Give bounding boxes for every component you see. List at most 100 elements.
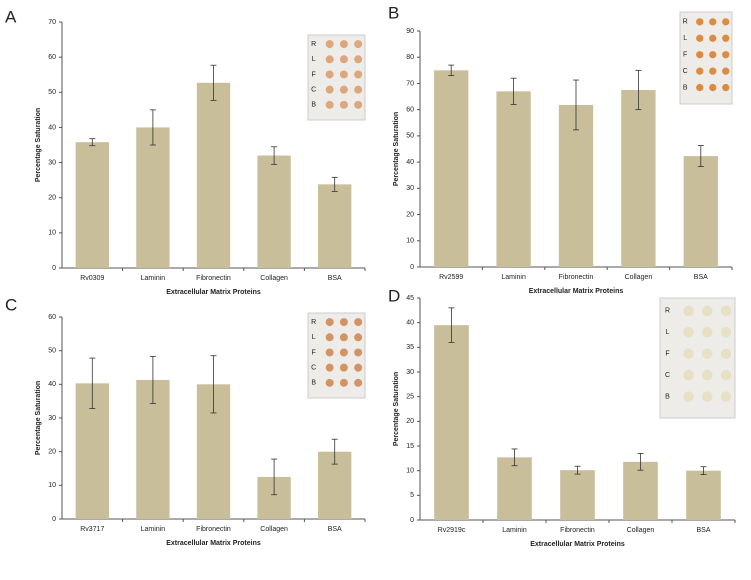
y-tick-label: 0 (410, 264, 414, 271)
bar (136, 127, 170, 268)
x-tick-label: BSA (328, 526, 342, 533)
inset-dot (696, 51, 704, 59)
x-tick-label: Collagen (260, 275, 288, 282)
inset-dot (683, 391, 694, 402)
y-tick-label: 10 (406, 468, 414, 475)
inset-dot (709, 83, 717, 92)
inset-dot (354, 363, 363, 372)
inset-row-label: L (683, 35, 687, 42)
bar (497, 457, 532, 520)
y-axis-title: Percentage Saturation (35, 381, 42, 455)
y-tick-label: 60 (406, 107, 414, 114)
y-tick-label: 20 (406, 211, 414, 218)
inset-dot (325, 318, 334, 327)
inset-dot (325, 363, 334, 372)
bar (75, 142, 109, 268)
x-tick-label: Rv3717 (80, 526, 104, 533)
x-tick-label: Rv0309 (80, 275, 104, 282)
x-tick-label: Rv2919c (438, 527, 466, 534)
x-axis-title: Extracellular Matrix Proteins (529, 288, 624, 295)
inset-row-label: R (311, 319, 316, 326)
y-axis-title: Percentage Saturation (35, 108, 42, 182)
inset-dot (339, 378, 348, 387)
inset-dot (354, 40, 363, 49)
y-tick-label: 90 (406, 28, 414, 35)
x-axis-title: Extracellular Matrix Proteins (166, 540, 261, 547)
inset-dot (354, 100, 363, 109)
panel-label: A (5, 7, 17, 26)
inset-dot (339, 85, 348, 94)
inset-dot (325, 378, 334, 387)
bar (683, 156, 718, 267)
inset-dot (702, 369, 713, 381)
inset-dot (339, 100, 348, 109)
y-tick-label: 50 (48, 89, 56, 96)
panel-label: C (5, 295, 17, 314)
bar (434, 325, 469, 520)
y-tick-label: 60 (48, 54, 56, 61)
x-axis-title: Extracellular Matrix Proteins (166, 289, 261, 296)
inset-dot (339, 348, 348, 357)
panel-label: D (388, 286, 400, 305)
y-tick-label: 30 (48, 159, 56, 166)
x-tick-label: Fibronectin (196, 275, 231, 282)
inset-row-label: B (311, 102, 316, 109)
inset-dot (702, 391, 713, 402)
y-tick-label: 10 (48, 230, 56, 237)
inset-row-label: R (665, 308, 670, 315)
panel-label: B (388, 3, 399, 22)
inset-row-label: B (683, 84, 688, 91)
x-tick-label: Fibronectin (196, 526, 231, 533)
y-tick-label: 30 (406, 185, 414, 192)
y-tick-label: 40 (406, 159, 414, 166)
inset-dot (339, 70, 348, 79)
y-tick-label: 15 (406, 443, 414, 450)
x-tick-label: Laminin (502, 527, 527, 534)
bar (686, 470, 721, 520)
y-tick-label: 40 (48, 381, 56, 388)
y-tick-label: 25 (406, 394, 414, 401)
y-tick-label: 50 (406, 133, 414, 140)
x-tick-label: Laminin (501, 274, 526, 281)
bar (496, 91, 531, 267)
inset-dot (720, 391, 732, 402)
x-tick-label: Laminin (141, 275, 166, 282)
y-tick-label: 60 (48, 314, 56, 321)
inset-row-label: B (665, 393, 670, 400)
inset-dot (354, 85, 363, 94)
inset-dot (339, 40, 348, 49)
y-axis-title: Percentage Saturation (393, 372, 400, 446)
inset-dot (339, 333, 348, 342)
inset-dot (722, 34, 730, 42)
inset-dot (709, 34, 717, 42)
y-tick-label: 10 (48, 482, 56, 489)
inset-dot (325, 100, 334, 109)
y-tick-label: 35 (406, 344, 414, 351)
inset-dot (325, 85, 334, 94)
inset-dot (339, 318, 348, 327)
inset-dot (720, 327, 732, 338)
inset-dot (722, 83, 730, 92)
inset-row-label: F (665, 351, 669, 358)
y-tick-label: 45 (406, 295, 414, 302)
inset-dot (696, 83, 704, 92)
inset-dot (720, 369, 732, 381)
inset-dot (325, 348, 334, 357)
y-tick-label: 40 (406, 320, 414, 327)
inset-dot (722, 51, 730, 59)
x-tick-label: Fibronectin (560, 527, 595, 534)
y-tick-label: 0 (52, 516, 56, 523)
x-axis-title: Extracellular Matrix Proteins (530, 541, 625, 548)
y-tick-label: 50 (48, 348, 56, 355)
inset-dot (354, 55, 363, 64)
inset-row-label: C (665, 372, 670, 379)
inset-row-label: L (666, 329, 670, 336)
inset-dot (720, 348, 732, 359)
inset-dot (354, 333, 363, 342)
inset-row-label: C (683, 68, 688, 75)
y-tick-label: 30 (48, 415, 56, 422)
y-axis-title: Percentage Saturation (393, 112, 400, 186)
inset-dot (683, 327, 694, 338)
inset-row-label: C (311, 86, 316, 93)
inset-row-label: L (312, 334, 316, 341)
